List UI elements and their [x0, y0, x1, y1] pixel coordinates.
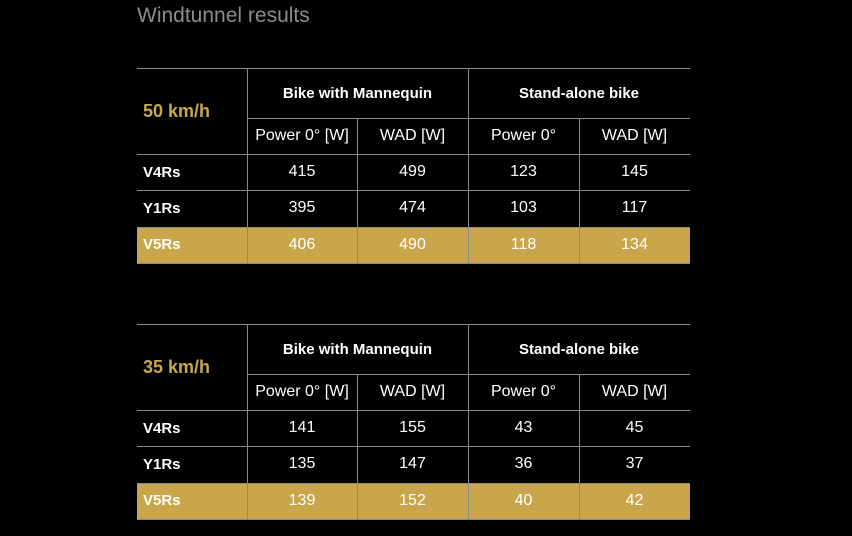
value-cell: 152: [399, 491, 426, 509]
rule: [468, 68, 469, 263]
column-header: WAD [W]: [379, 383, 446, 400]
value-cell: 134: [621, 235, 648, 253]
value-cell: 42: [625, 491, 644, 509]
rule: [137, 518, 690, 520]
value-cell: 43: [514, 419, 533, 437]
group-header: Stand-alone bike: [518, 84, 640, 102]
rule: [137, 190, 690, 192]
value-cell: 139: [288, 491, 316, 509]
column-header: Power 0°: [490, 383, 557, 400]
value-cell: 141: [288, 419, 316, 437]
value-cell: 499: [399, 163, 426, 181]
row-label: V5Rs: [143, 492, 181, 510]
value-cell: 36: [514, 455, 533, 473]
value-cell: 135: [288, 455, 316, 473]
value-cell: 395: [288, 199, 316, 217]
value-cell: 147: [399, 455, 426, 473]
value-cell: 474: [399, 199, 426, 217]
value-cell: 406: [288, 235, 316, 253]
highlight-row: [137, 482, 690, 519]
rule: [137, 482, 690, 484]
rule: [579, 374, 580, 519]
value-cell: 40: [514, 491, 533, 509]
value-cell: 155: [399, 419, 426, 437]
column-header: WAD [W]: [379, 127, 446, 144]
rule: [137, 446, 690, 448]
value-cell: 123: [510, 163, 537, 181]
rule: [247, 324, 248, 519]
column-header: Power 0° [W]: [255, 383, 349, 400]
page-title: Windtunnel results: [137, 4, 310, 27]
row-label: V4Rs: [143, 419, 181, 437]
value-cell: 37: [625, 455, 644, 473]
row-label: V4Rs: [143, 163, 181, 181]
group-header: Stand-alone bike: [518, 340, 640, 358]
value-cell: 45: [625, 419, 644, 437]
speed-label: 35 km/h: [143, 356, 211, 377]
value-cell: 118: [510, 235, 537, 253]
row-label: V5Rs: [143, 236, 181, 254]
rule: [579, 118, 580, 263]
value-cell: 490: [399, 235, 426, 253]
row-label: Y1Rs: [143, 455, 181, 473]
column-header: WAD [W]: [601, 127, 668, 144]
column-header: Power 0°: [490, 127, 557, 144]
value-cell: 415: [288, 163, 316, 181]
value-cell: 145: [621, 163, 648, 181]
rule: [137, 262, 690, 264]
group-header: Bike with Mannequin: [282, 84, 433, 102]
rule: [137, 226, 690, 228]
group-header: Bike with Mannequin: [282, 340, 433, 358]
highlight-row: [137, 226, 690, 263]
rule: [137, 154, 690, 155]
rule: [247, 68, 248, 263]
row-label: Y1Rs: [143, 199, 181, 217]
speed-label: 50 km/h: [143, 100, 211, 121]
value-cell: 103: [510, 199, 537, 217]
rule: [137, 410, 690, 411]
rule: [357, 118, 358, 263]
value-cell: 117: [621, 199, 648, 217]
rule: [137, 324, 690, 325]
rule: [468, 324, 469, 519]
rule: [137, 68, 690, 69]
rule: [357, 374, 358, 519]
column-header: WAD [W]: [601, 383, 668, 400]
column-header: Power 0° [W]: [255, 127, 349, 144]
